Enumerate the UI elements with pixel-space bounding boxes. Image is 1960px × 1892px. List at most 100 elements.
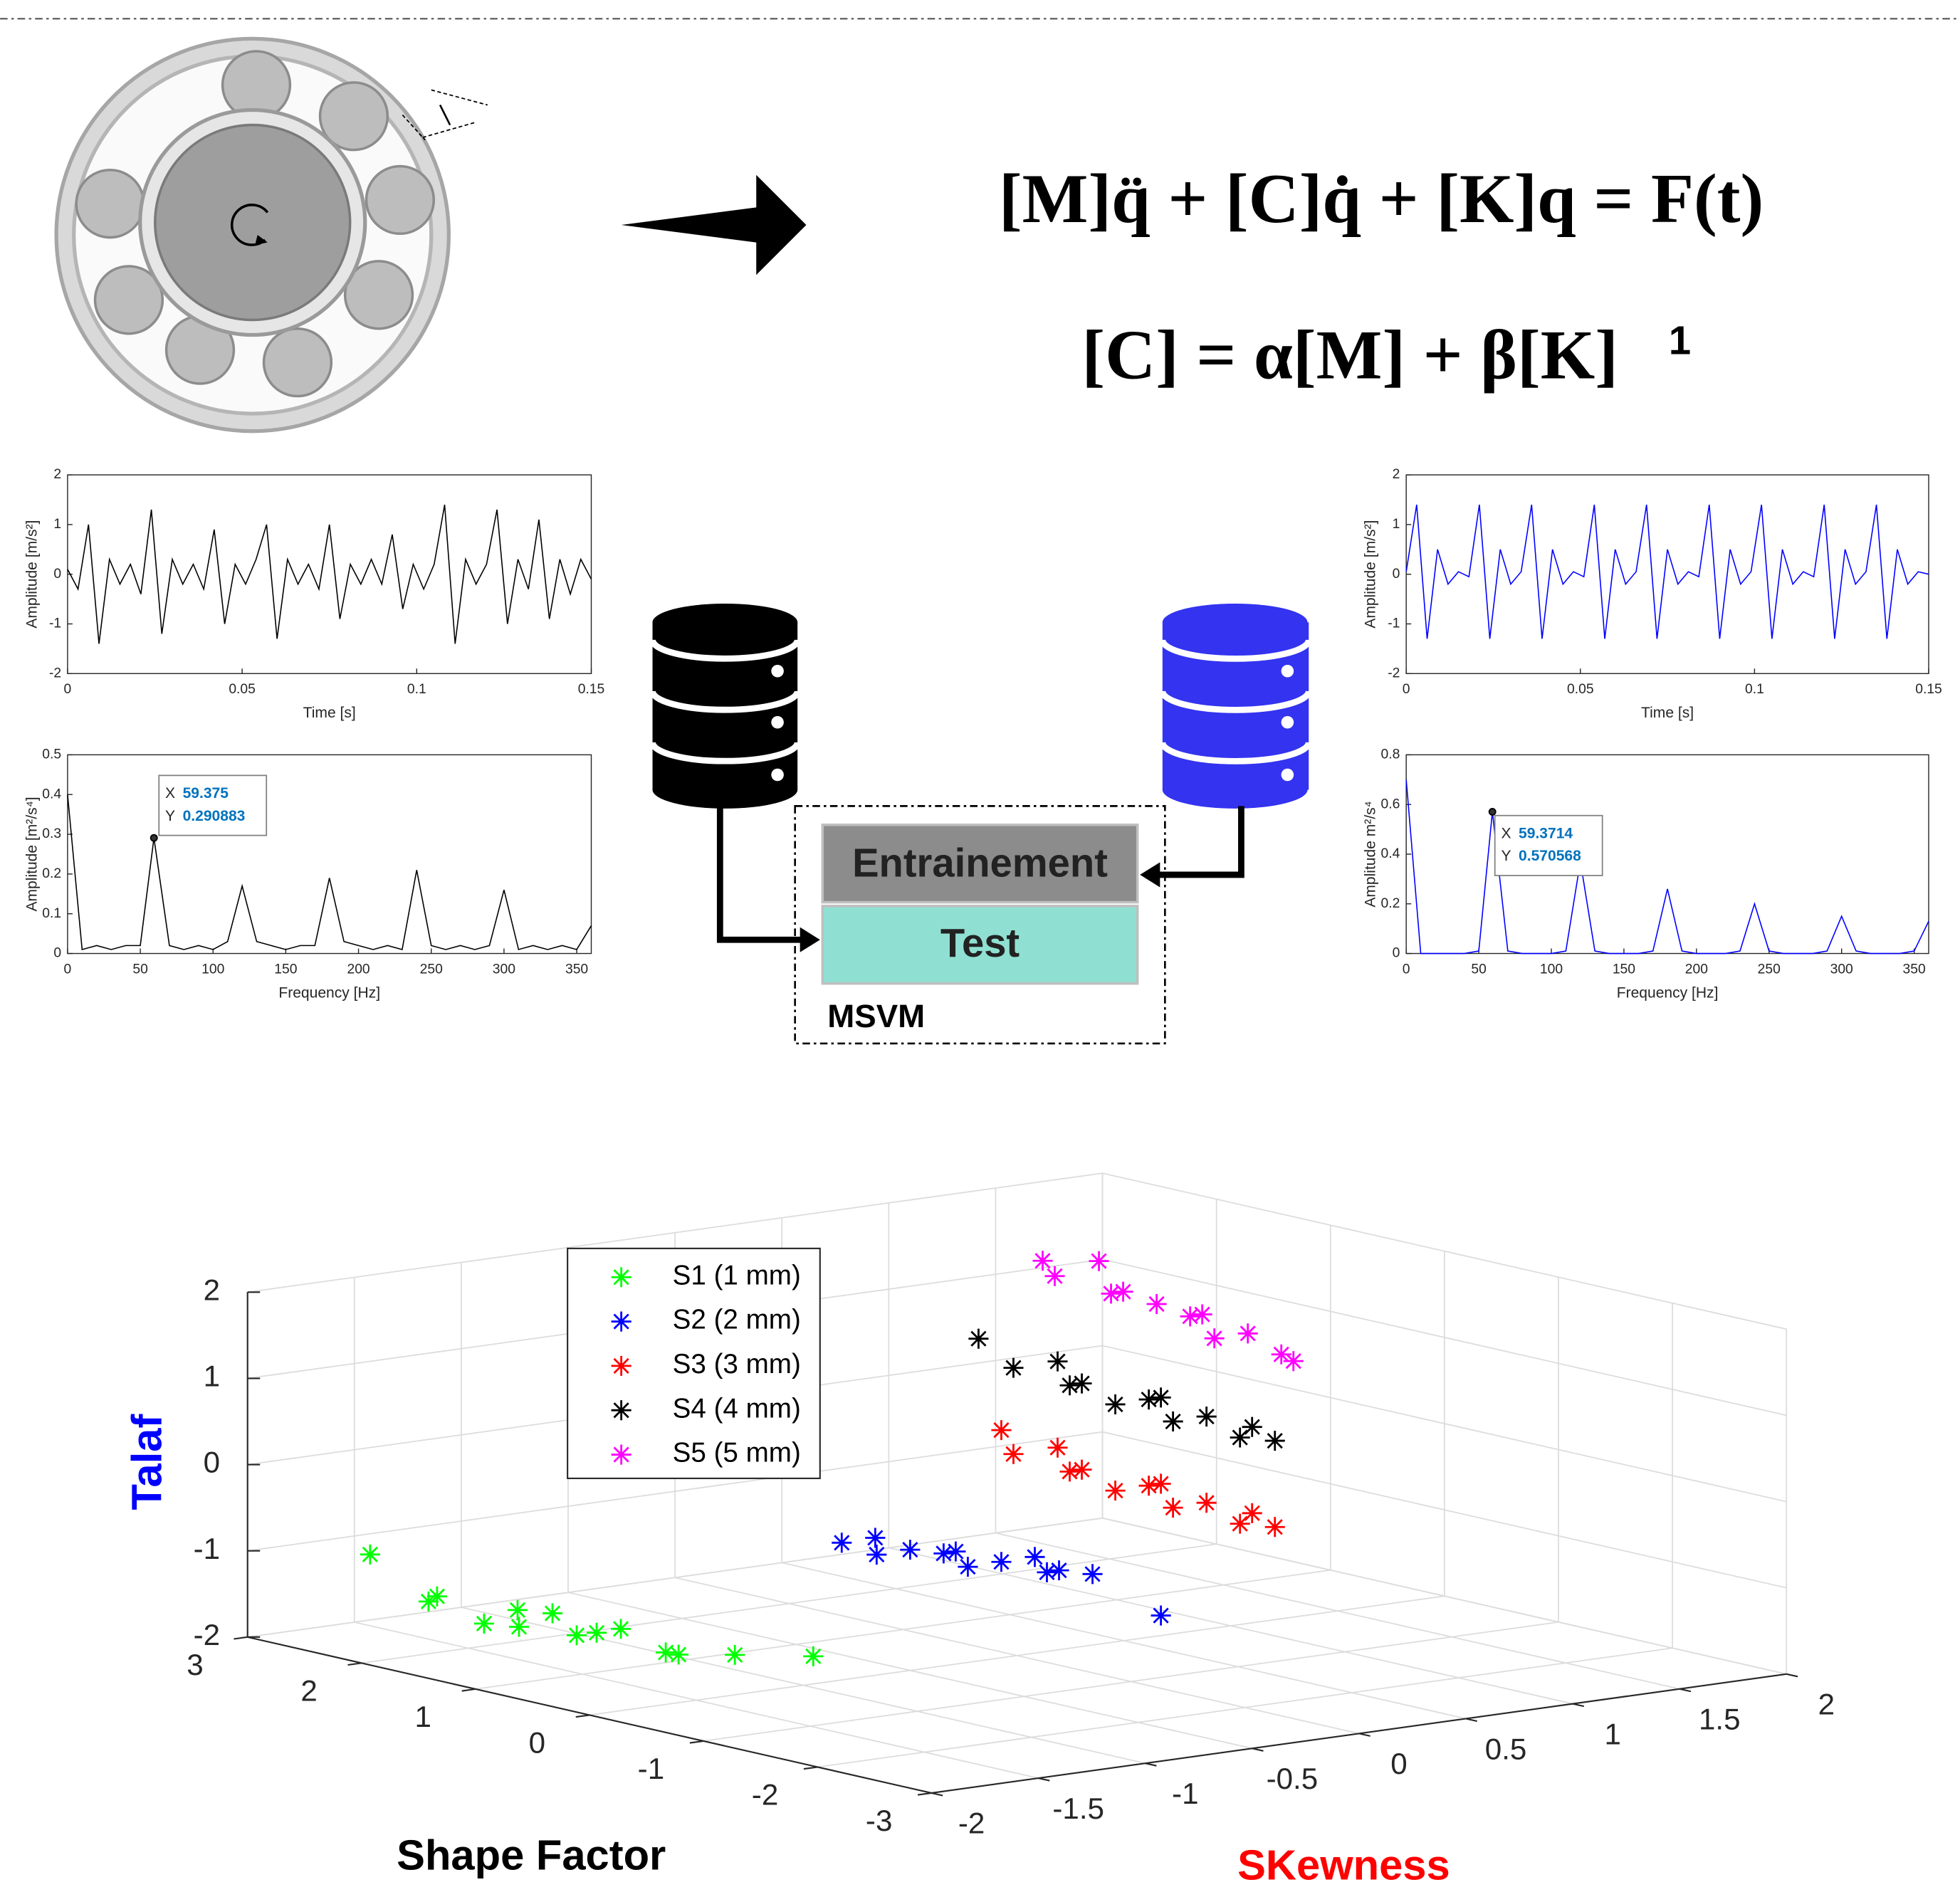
x-tick — [461, 1688, 476, 1692]
equation-damping: [C] = α[M] + β[K] — [1081, 317, 1618, 394]
y-tick-label: 0 — [1393, 567, 1400, 582]
y-tick-label: 0 — [1393, 946, 1400, 961]
grid-line — [1102, 1431, 1787, 1589]
legend-label: S2 (2 mm) — [673, 1305, 801, 1335]
z-tick-label: -1 — [194, 1532, 220, 1565]
data-point — [1105, 1394, 1126, 1415]
x-tick-label: 100 — [1540, 962, 1563, 977]
signal-line — [1405, 504, 1929, 639]
data-point — [1151, 1605, 1171, 1626]
legend-marker — [611, 1400, 632, 1421]
x-tick — [803, 1766, 818, 1770]
data-point — [1113, 1281, 1133, 1302]
grid-line — [1102, 1517, 1787, 1675]
x-tick — [347, 1662, 362, 1666]
data-point — [1138, 1476, 1159, 1496]
grid-line — [782, 1562, 1467, 1720]
x-tick-label: 0.1 — [407, 682, 426, 697]
data-point — [542, 1603, 563, 1624]
data-point — [1138, 1389, 1159, 1410]
data-point — [1049, 1560, 1069, 1581]
data-point — [1151, 1473, 1171, 1494]
grid-line — [995, 1532, 1680, 1690]
x-axis-label: Frequency [Hz] — [278, 984, 380, 1001]
x-tick-label: 0 — [1403, 962, 1410, 977]
y-tick-label: 2 — [53, 467, 61, 482]
y-axis-label: Amplitude [m/s²] — [1363, 520, 1379, 629]
datatip-x-value: 59.375 — [183, 785, 229, 802]
y-tick — [1038, 1777, 1050, 1782]
y-tick-label: -1 — [1172, 1777, 1198, 1810]
y-tick-label: 1.5 — [1699, 1702, 1741, 1735]
database-black — [649, 603, 801, 809]
data-point — [1196, 1407, 1217, 1427]
y-tick-label: 0.1 — [42, 906, 61, 921]
y-tick — [1252, 1748, 1264, 1752]
z-tick-label: 0 — [204, 1446, 220, 1479]
z-tick-label: 1 — [204, 1360, 220, 1393]
data-point — [832, 1533, 852, 1553]
x-tick-label: 0.05 — [229, 682, 256, 697]
database-blue — [1159, 603, 1312, 809]
legend-label: S3 (3 mm) — [673, 1349, 801, 1379]
y-tick-label: 2 — [1393, 467, 1400, 482]
legend-marker — [611, 1267, 632, 1288]
y-tick — [1572, 1703, 1585, 1708]
grid-line — [1102, 1258, 1787, 1417]
data-point — [900, 1540, 921, 1560]
test-box — [821, 905, 1139, 985]
y-tick — [1465, 1718, 1477, 1723]
datatip-y-label: Y — [165, 808, 175, 824]
x-axis-label: Frequency [Hz] — [1617, 984, 1719, 1001]
x-tick-label: 250 — [1758, 962, 1781, 977]
y-tick-label: 0.4 — [42, 787, 61, 802]
legend-label: S4 (4 mm) — [673, 1393, 801, 1424]
y-tick-label: 0.2 — [1381, 896, 1400, 911]
data-point — [1047, 1351, 1068, 1372]
data-point — [418, 1591, 439, 1612]
datatip-y-value: 0.570568 — [1519, 848, 1581, 864]
x-axis-title: Shape Factor — [397, 1831, 666, 1878]
y-tick-label: 0.3 — [42, 826, 61, 841]
data-point — [1003, 1444, 1024, 1464]
data-point — [669, 1644, 689, 1665]
data-point — [507, 1599, 528, 1620]
y-tick — [1679, 1688, 1692, 1693]
test-label: Test — [940, 920, 1020, 965]
x-axis-label: Time [s] — [1641, 705, 1694, 721]
y-tick — [931, 1792, 943, 1797]
data-point — [656, 1642, 676, 1663]
datatip-x-label: X — [1501, 826, 1511, 842]
datatip-box — [158, 774, 268, 836]
x-tick-label: -2 — [752, 1778, 778, 1812]
y-axis-label: Amplitude m²/s⁴ — [1363, 801, 1379, 907]
x-tick-label: 300 — [1830, 962, 1853, 977]
x-tick-label: 200 — [347, 962, 370, 977]
x-tick-label: 0.15 — [1915, 682, 1942, 697]
x-tick-label: 1 — [414, 1700, 431, 1733]
data-point — [1105, 1481, 1126, 1501]
datatip-y-value: 0.290883 — [183, 808, 246, 824]
y-tick-label: -2 — [49, 666, 61, 680]
y-tick-label: 0.6 — [1381, 797, 1400, 811]
x-axis — [247, 1636, 932, 1794]
x-tick-label: -1 — [638, 1752, 664, 1785]
data-point — [1047, 1437, 1068, 1458]
data-point — [1237, 1323, 1258, 1344]
x-axis-label: Time [s] — [303, 705, 356, 721]
data-point — [865, 1528, 886, 1548]
y-tick-label: 0 — [53, 567, 61, 582]
data-point — [1059, 1461, 1080, 1482]
y-tick-label: 0 — [53, 946, 61, 961]
signal-line — [67, 504, 592, 644]
training-label: Entrainement — [852, 840, 1108, 885]
y-tick — [1145, 1762, 1157, 1767]
x-tick — [575, 1714, 590, 1718]
data-point — [360, 1544, 380, 1565]
x-tick — [689, 1740, 704, 1744]
grid-line — [247, 1431, 1103, 1552]
y-tick-label: 1 — [1604, 1717, 1620, 1750]
msvm-box — [794, 805, 1166, 1045]
data-point — [1242, 1503, 1262, 1523]
